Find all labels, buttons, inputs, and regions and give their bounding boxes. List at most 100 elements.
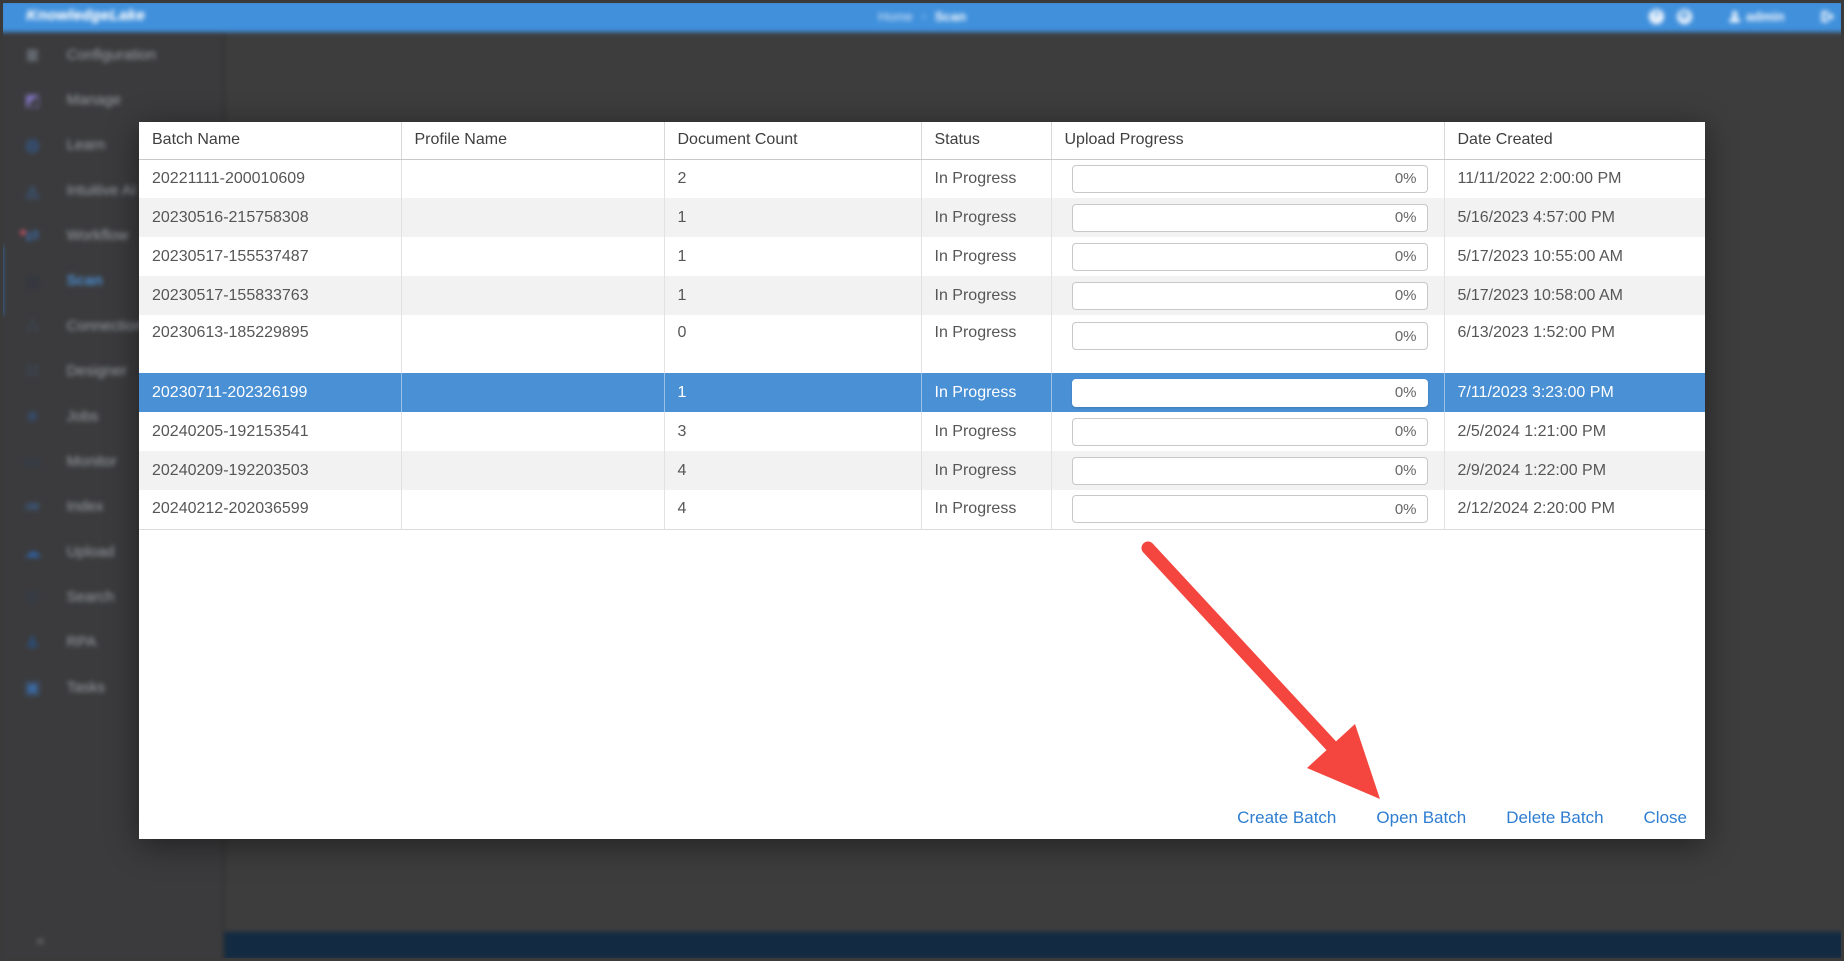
batch-row[interactable]: 20240209-192203503 4 In Progress 0% 2/9/… — [139, 451, 1705, 490]
cell-profile-name — [401, 237, 665, 276]
column-header-upload-progress[interactable]: Upload Progress — [1051, 122, 1445, 160]
breadcrumb-home-link[interactable]: Home — [877, 8, 913, 24]
sidebar-item-workflow[interactable]: ⇄ Workflow — [0, 213, 223, 258]
user-icon — [1729, 10, 1740, 22]
designer-icon: ∷ — [27, 361, 38, 381]
cell-upload-progress: 0% — [1051, 373, 1445, 412]
cell-profile-name — [401, 198, 665, 237]
cell-date-created: 6/13/2023 1:52:00 PM — [1457, 324, 1615, 341]
column-header-status[interactable]: Status — [921, 122, 1052, 160]
sidebar-item-manage[interactable]: ◩ Manage — [0, 77, 223, 122]
batch-row[interactable]: 20230613-185229895 0 In Progress 0% 6/13… — [139, 315, 1705, 373]
page-footer-bar — [224, 931, 1844, 960]
cell-status: In Progress — [921, 237, 1052, 276]
cell-profile-name — [401, 490, 665, 530]
batch-list-dialog: Batch Name Profile Name Document Count S… — [139, 122, 1705, 839]
cell-profile-name — [401, 159, 665, 198]
cell-status: In Progress — [921, 198, 1052, 237]
column-header-batch-name[interactable]: Batch Name — [139, 122, 402, 160]
rpa-icon: ♟ — [24, 632, 41, 652]
upload-progress-field: 0% — [1071, 322, 1428, 350]
close-button[interactable]: Close — [1643, 808, 1687, 827]
sidebar-item-rpa[interactable]: ♟ RPA — [0, 620, 223, 665]
learn-icon: ◍ — [25, 135, 40, 155]
workflow-icon: ⇄ — [19, 227, 45, 244]
manage-icon: ◩ — [24, 90, 41, 110]
batch-row[interactable]: 20240212-202036599 4 In Progress 0% 2/12… — [139, 490, 1705, 530]
configuration-icon: ≣ — [25, 45, 40, 65]
sidebar-item-jobs[interactable]: ≡ Jobs — [0, 394, 223, 439]
batch-row[interactable]: 20230516-215758308 1 In Progress 0% 5/16… — [139, 198, 1705, 237]
upload-progress-field: 0% — [1071, 164, 1428, 193]
upload-progress-field: 0% — [1071, 203, 1428, 232]
cell-date-created: 5/17/2023 10:58:00 AM — [1457, 286, 1623, 304]
breadcrumb-separator-icon: › — [921, 9, 926, 24]
cell-date-created: 7/11/2023 3:23:00 PM — [1457, 383, 1614, 401]
settings-gear-icon[interactable]: ⚙ — [1676, 8, 1692, 24]
column-header-date-created[interactable]: Date Created — [1444, 122, 1705, 160]
sidebar-item-intuitive-ai[interactable]: ◬ Intuitive AI — [0, 168, 223, 213]
sidebar-item-connections[interactable]: ∴ Connections — [0, 303, 223, 348]
sidebar-item-search[interactable]: ⊙ Search — [0, 574, 223, 619]
cell-upload-progress: 0% — [1051, 412, 1445, 451]
upload-progress-field: 0% — [1071, 456, 1428, 485]
breadcrumb-current: Scan — [934, 8, 967, 24]
cell-date-created: 5/17/2023 10:55:00 AM — [1457, 247, 1623, 265]
cell-upload-progress: 0% — [1051, 451, 1445, 490]
cell-date-created: 2/5/2024 1:21:00 PM — [1457, 422, 1607, 440]
batch-row-selected[interactable]: 20230711-202326199 1 In Progress 0% 7/11… — [139, 373, 1705, 412]
sidebar-item-index[interactable]: ≔ Index — [0, 484, 223, 529]
cell-profile-name — [401, 451, 665, 490]
tasks-icon: ▣ — [24, 677, 41, 697]
open-batch-button[interactable]: Open Batch — [1376, 808, 1467, 827]
cell-status: In Progress — [921, 315, 1052, 373]
batch-row[interactable]: 20240205-192153541 3 In Progress 0% 2/5/… — [139, 412, 1705, 451]
help-icon[interactable]: ? — [1648, 8, 1664, 24]
topbar-right-cluster: ? ⚙ admin — [1648, 0, 1836, 32]
connections-icon: ∴ — [27, 316, 38, 336]
cell-date-created: 11/11/2022 2:00:00 PM — [1457, 169, 1622, 187]
cell-upload-progress: 0% — [1051, 315, 1445, 373]
delete-batch-button[interactable]: Delete Batch — [1506, 808, 1604, 827]
upload-progress-field: 0% — [1071, 378, 1428, 407]
cell-profile-name — [401, 412, 665, 451]
sidebar-item-upload[interactable]: ☁ Upload — [0, 529, 223, 574]
upload-progress-field: 0% — [1071, 242, 1428, 271]
sidebar-item-tasks[interactable]: ▣ Tasks — [0, 665, 223, 710]
column-header-document-count[interactable]: Document Count — [664, 122, 922, 160]
sidebar-collapse-icon[interactable]: « — [36, 931, 45, 948]
cell-document-count: 2 — [664, 159, 922, 198]
batch-row[interactable]: 20230517-155833763 1 In Progress 0% 5/17… — [139, 276, 1705, 315]
cell-document-count: 1 — [664, 237, 922, 276]
sidebar-item-learn[interactable]: ◍ Learn — [0, 123, 223, 168]
batch-table: Batch Name Profile Name Document Count S… — [139, 122, 1705, 530]
dialog-footer: Create Batch Open Batch Delete Batch Clo… — [1237, 808, 1687, 828]
cell-batch-name: 20240212-202036599 — [139, 490, 402, 530]
cell-upload-progress: 0% — [1051, 276, 1445, 315]
sidebar-item-scan[interactable]: ▤ Scan — [0, 246, 223, 316]
logout-icon[interactable] — [1821, 10, 1836, 23]
cell-batch-name: 20230711-202326199 — [139, 373, 402, 412]
column-header-profile-name[interactable]: Profile Name — [401, 122, 665, 160]
cell-status: In Progress — [921, 412, 1052, 451]
upload-progress-field: 0% — [1071, 281, 1428, 310]
sidebar-item-monitor[interactable]: ▭ Monitor — [0, 439, 223, 484]
sidebar-item-configuration[interactable]: ≣ Configuration — [0, 32, 223, 77]
cell-profile-name — [401, 276, 665, 315]
user-label: admin — [1745, 8, 1785, 24]
cell-upload-progress: 0% — [1051, 159, 1445, 198]
create-batch-button[interactable]: Create Batch — [1237, 808, 1337, 827]
batch-row[interactable]: 20221111-200010609 2 In Progress 0% 11/1… — [139, 159, 1705, 198]
upload-progress-field: 0% — [1071, 417, 1428, 446]
sidebar-item-designer[interactable]: ∷ Designer — [0, 348, 223, 393]
cell-profile-name — [401, 373, 665, 412]
cell-document-count: 1 — [664, 276, 922, 315]
breadcrumb: Home › Scan — [878, 0, 966, 32]
cell-batch-name: 20221111-200010609 — [139, 159, 402, 198]
user-menu[interactable]: admin — [1728, 8, 1785, 24]
cell-document-count: 4 — [664, 451, 922, 490]
cell-batch-name: 20230517-155537487 — [139, 237, 402, 276]
batch-row[interactable]: 20230517-155537487 1 In Progress 0% 5/17… — [139, 237, 1705, 276]
app-logo[interactable]: KnowledgeLake — [26, 7, 145, 25]
